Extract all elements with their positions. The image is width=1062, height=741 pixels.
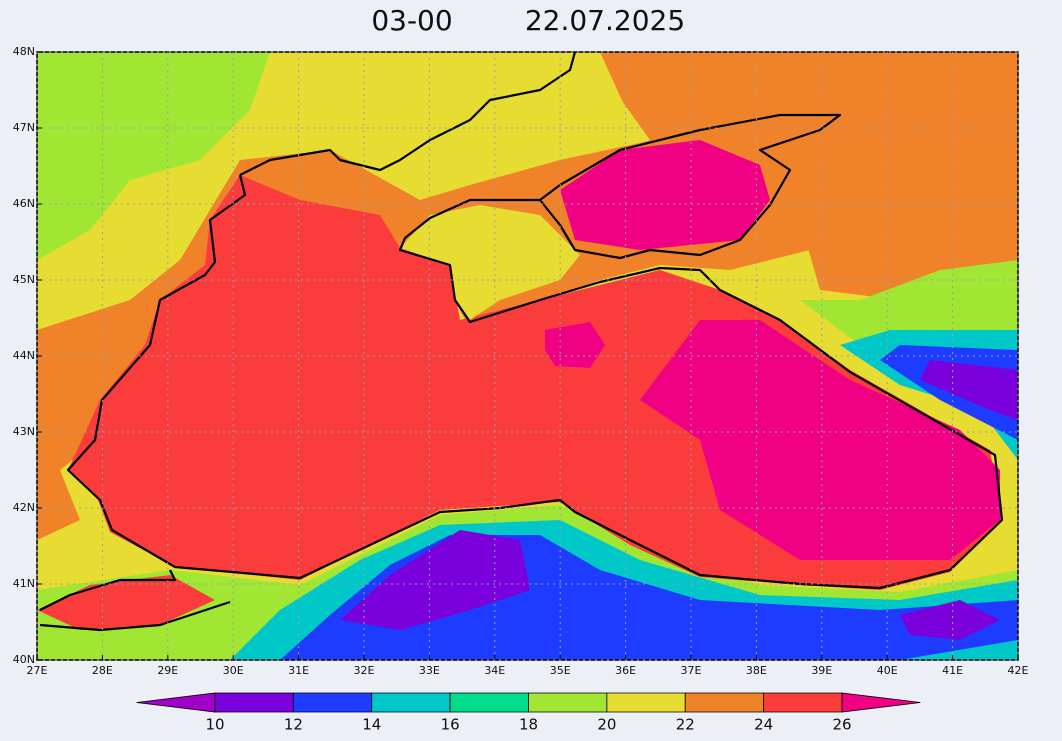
y-tick-label: 48N xyxy=(13,45,35,58)
y-tick-label: 40N xyxy=(13,653,35,666)
colorbar-label: 20 xyxy=(597,716,616,734)
colorbar-label: 26 xyxy=(832,716,851,734)
colorbar-segment xyxy=(292,692,373,713)
x-tick-label: 29E xyxy=(157,664,178,677)
colorbar-segment xyxy=(371,692,451,713)
y-tick-label: 42N xyxy=(13,501,35,514)
x-tick-label: 32E xyxy=(354,664,375,677)
y-tick-label: 41N xyxy=(13,577,35,590)
field-orange xyxy=(600,52,1018,300)
x-tick-label: 36E xyxy=(615,664,636,677)
field-green xyxy=(37,52,270,260)
field-azov xyxy=(560,140,770,250)
colorbar-segment xyxy=(528,692,608,713)
title-date: 22.07.2025 xyxy=(525,4,685,37)
coastline xyxy=(39,52,1004,632)
field-yellow xyxy=(380,60,650,180)
colorbar-segment xyxy=(136,692,216,713)
y-tick-label: 45N xyxy=(13,273,35,286)
colorbar-label: 10 xyxy=(205,716,224,734)
x-tick-label: 41E xyxy=(942,664,963,677)
x-tick-label: 34E xyxy=(484,664,505,677)
x-tick-label: 39E xyxy=(811,664,832,677)
colorbar-segment xyxy=(763,692,843,713)
x-tick-label: 33E xyxy=(419,664,440,677)
colorbar-segment xyxy=(684,692,765,713)
x-tick-label: 42E xyxy=(1008,664,1029,677)
x-tick-label: 28E xyxy=(92,664,113,677)
field-east-purple xyxy=(920,360,1018,420)
y-tick-label: 46N xyxy=(13,197,35,210)
x-tick-label: 35E xyxy=(550,664,571,677)
field-marmara xyxy=(37,575,215,630)
colorbar-segment xyxy=(606,692,686,713)
colorbar-segment xyxy=(214,692,294,713)
colorbar-segment xyxy=(841,692,921,713)
y-tick-label: 47N xyxy=(13,121,35,134)
field-crimea xyxy=(400,205,580,320)
x-tick-label: 38E xyxy=(746,664,767,677)
colorbar-label: 18 xyxy=(519,716,538,734)
title-time: 03-00 xyxy=(371,4,452,37)
y-tick-label: 43N xyxy=(13,425,35,438)
field-south-purple xyxy=(340,530,530,630)
colorbar-label: 14 xyxy=(362,716,381,734)
x-tick-label: 37E xyxy=(681,664,702,677)
field-south-purple-2 xyxy=(900,600,1000,640)
colorbar-label: 24 xyxy=(754,716,773,734)
x-tick-label: 31E xyxy=(288,664,309,677)
colorbar-segment xyxy=(449,692,529,713)
x-tick-label: 30E xyxy=(223,664,244,677)
colorbar-label: 16 xyxy=(441,716,460,734)
colorbar-label: 12 xyxy=(284,716,303,734)
y-tick-label: 44N xyxy=(13,349,35,362)
x-tick-label: 40E xyxy=(877,664,898,677)
colorbar-label: 22 xyxy=(676,716,695,734)
field-sea-pink xyxy=(640,320,1000,560)
x-tick-label: 27E xyxy=(27,664,48,677)
field xyxy=(37,52,1018,660)
